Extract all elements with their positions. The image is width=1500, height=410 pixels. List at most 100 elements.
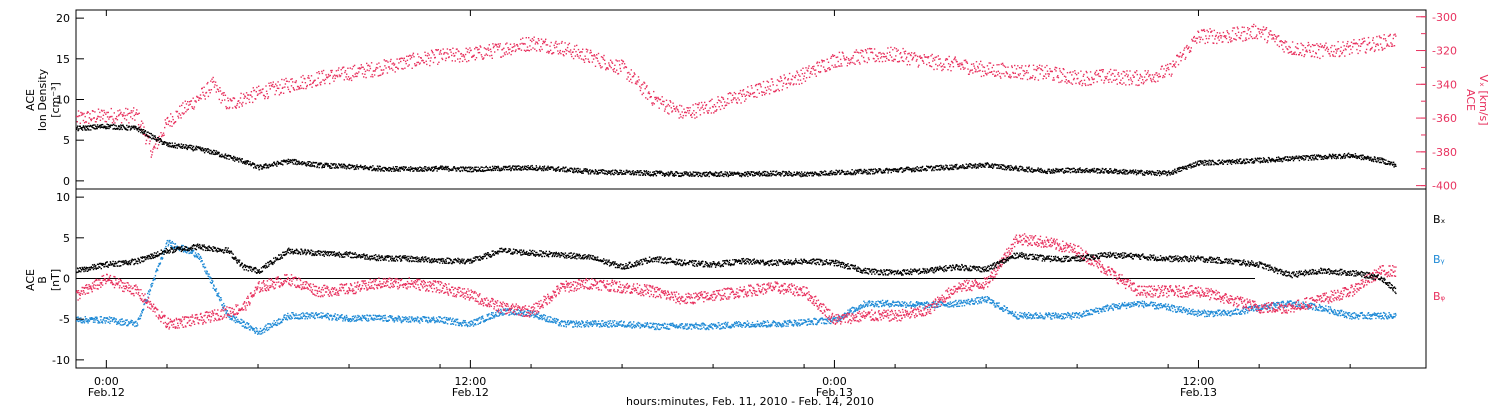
- density-point: [1005, 169, 1008, 171]
- vx-point: [446, 48, 449, 50]
- vx-point: [1109, 78, 1111, 81]
- vx-point: [476, 47, 478, 49]
- density-point: [157, 137, 159, 139]
- density-point: [357, 166, 359, 168]
- vx-point: [406, 59, 409, 61]
- vx-point: [350, 77, 352, 79]
- vx-point: [859, 52, 862, 54]
- vx-point: [424, 54, 427, 57]
- vx-point: [1149, 74, 1151, 76]
- vx-point: [1062, 73, 1064, 75]
- vx-point: [465, 47, 467, 50]
- density-point: [334, 163, 336, 165]
- vx-point: [1006, 72, 1008, 74]
- vx-point: [1227, 31, 1229, 34]
- density-point: [906, 168, 908, 170]
- vx-point: [508, 48, 510, 51]
- density-point: [109, 125, 111, 127]
- vx-point: [302, 87, 305, 90]
- density-point: [1140, 170, 1143, 173]
- vx-point: [907, 53, 909, 55]
- density-point: [514, 167, 517, 169]
- density-point: [452, 169, 454, 171]
- vx-point: [1267, 36, 1269, 38]
- vx-point: [1288, 51, 1291, 54]
- vx-point: [736, 102, 739, 104]
- density-point: [648, 172, 650, 175]
- vx-point: [304, 82, 307, 84]
- density-point: [81, 127, 83, 129]
- vx-point: [1194, 40, 1197, 42]
- density-point: [95, 127, 97, 130]
- vx-point: [133, 107, 135, 109]
- density-point: [319, 164, 321, 166]
- density-point: [1119, 171, 1121, 173]
- density-point: [102, 127, 105, 129]
- density-point: [1202, 160, 1204, 162]
- vx-point: [335, 75, 337, 77]
- vx-point: [367, 64, 370, 66]
- vx-point: [283, 79, 285, 81]
- vx-point: [1124, 75, 1126, 77]
- density-point: [548, 167, 550, 169]
- vx-point: [1390, 42, 1392, 44]
- density-point: [516, 169, 518, 171]
- density-point: [132, 127, 134, 129]
- density-point: [120, 124, 122, 126]
- vx-point: [1100, 69, 1102, 72]
- density-point: [727, 173, 729, 175]
- density-point: [1064, 170, 1066, 172]
- density-point: [174, 147, 177, 149]
- vx-point: [131, 111, 133, 114]
- vx-point: [1222, 41, 1224, 43]
- density-point: [167, 143, 170, 145]
- density-point: [1230, 159, 1232, 162]
- density-point: [745, 172, 748, 175]
- vx-point: [133, 114, 135, 117]
- density-point: [982, 164, 985, 166]
- density-point: [1210, 163, 1213, 166]
- density-point: [820, 172, 823, 174]
- density-point: [520, 169, 522, 171]
- vx-point: [762, 80, 765, 83]
- density-point: [333, 167, 335, 169]
- density-point: [1139, 172, 1141, 174]
- vx-point: [1154, 81, 1157, 83]
- vx-point: [1319, 43, 1322, 45]
- density-point: [658, 171, 660, 173]
- density-point: [135, 126, 137, 128]
- vx-point: [495, 43, 498, 46]
- density-point: [433, 166, 436, 168]
- vx-point: [792, 75, 794, 77]
- vx-point: [284, 86, 286, 88]
- vx-point: [426, 63, 428, 66]
- vx-point: [1041, 69, 1044, 72]
- density-point: [1332, 153, 1334, 155]
- vx-point: [610, 66, 612, 69]
- density-point: [931, 169, 933, 171]
- vx-point: [1180, 60, 1182, 62]
- vx-point: [831, 64, 833, 67]
- density-point: [559, 170, 561, 172]
- vx-point: [555, 46, 558, 48]
- density-point: [285, 161, 287, 163]
- vx-point: [312, 82, 314, 84]
- vx-point: [756, 96, 758, 98]
- vx-point: [229, 98, 231, 100]
- density-point: [1230, 163, 1233, 165]
- vx-point: [619, 67, 621, 70]
- density-point: [589, 173, 592, 175]
- vx-point: [754, 85, 757, 87]
- vx-point: [633, 75, 635, 77]
- vx-point: [88, 117, 91, 119]
- density-point: [1033, 169, 1036, 171]
- vx-point: [181, 104, 183, 107]
- density-point: [364, 165, 366, 167]
- vx-point: [1257, 28, 1260, 30]
- density-point: [802, 172, 804, 175]
- vx-point: [110, 115, 112, 118]
- vx-point: [754, 95, 756, 98]
- vx-point: [788, 72, 791, 75]
- vx-point: [1242, 40, 1244, 42]
- vx-point: [996, 64, 998, 66]
